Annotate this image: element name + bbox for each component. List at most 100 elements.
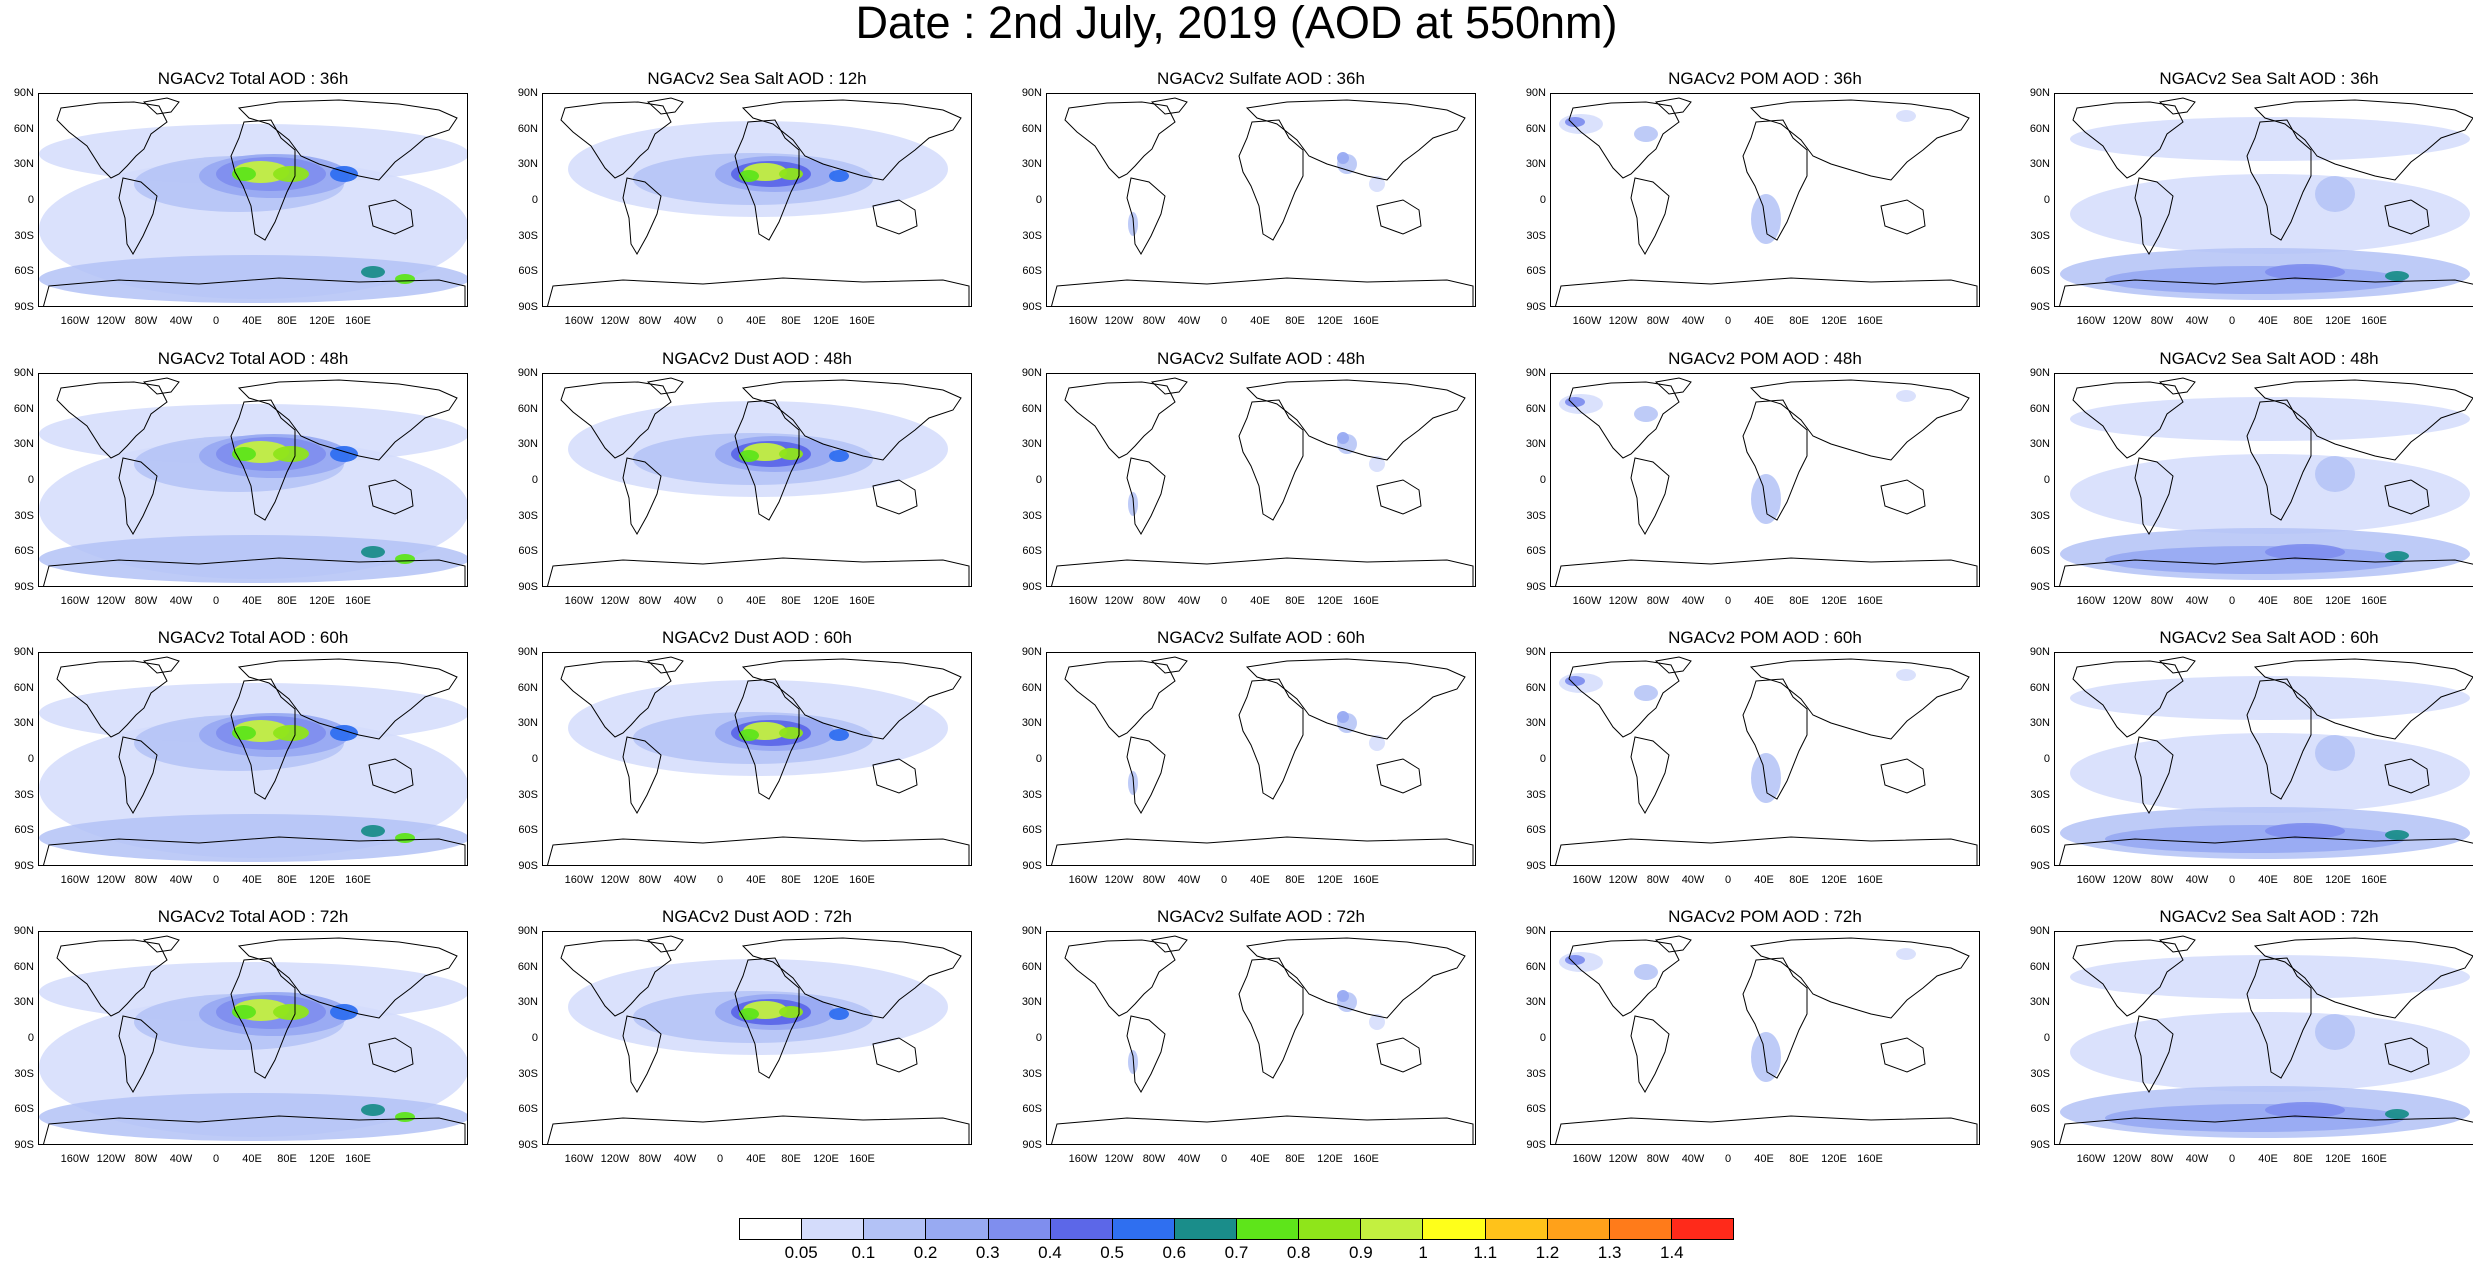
aod-field-patch [2315,176,2355,212]
colorbar-swatch [1547,1219,1610,1239]
coastline [1742,678,1808,800]
lon-tick-label: 0 [2228,874,2236,886]
lat-tick-label: 30N [2029,996,2050,1009]
coastline [230,678,296,800]
aod-field-patch [2385,1109,2409,1119]
aod-field-patch [779,727,803,739]
lat-tick-label: 60S [1526,824,1546,837]
coastline [142,97,180,115]
coastline [43,836,466,865]
lat-tick-label: 30S [518,509,538,522]
lon-tick-label: 40W [169,315,193,327]
aod-field-patch [1634,126,1658,142]
lat-tick-label: 0 [27,474,34,486]
coastline [2158,377,2196,395]
aod-map [38,93,468,307]
lat-tick-label: 60N [2029,960,2050,973]
colorbar-swatch [1050,1219,1113,1239]
aod-field-patch [2265,823,2345,839]
lat-tick-label: 0 [1035,194,1042,206]
lon-tick-label: 80W [638,874,662,886]
coastline [1654,656,1692,674]
lon-tick-label: 160E [1353,874,1379,886]
aod-field-patch [273,1004,309,1020]
coastline [872,758,918,794]
lat-tick-label: 60N [2029,681,2050,694]
coastline [368,1037,414,1073]
aod-field-patch [779,168,803,180]
lon-tick-label: 80E [277,595,297,607]
lon-tick-label: 0 [2228,315,2236,327]
lat-tick-label: 30N [1021,996,1042,1009]
lat-tick-label: 90N [2029,646,2050,658]
lon-tick-label: 160E [1857,874,1883,886]
lon-tick-label: 120E [2325,874,2351,886]
lon-tick-label: 0 [1220,315,1228,327]
colorbar-swatch [926,1219,989,1239]
coastline [1555,277,1978,306]
lon-tick-label: 40E [242,1153,262,1165]
coastline [1555,1115,1978,1144]
aod-field-patch [39,814,467,862]
panel-title: NGACv2 Sea Salt AOD : 36h [2159,69,2379,88]
lat-tick-label: 60N [13,960,34,973]
lat-tick-label: 60S [14,824,34,837]
coastline [237,99,458,181]
lon-tick-label: 160W [564,874,594,886]
coastline [1238,119,1304,241]
lon-tick-label: 120E [1821,595,1847,607]
lat-tick-label: 30N [1021,717,1042,730]
lon-tick-label: 40W [2185,315,2209,327]
coastline [1376,1037,1422,1073]
coastline [2059,1115,2473,1144]
coastline [741,658,962,740]
panel-title: NGACv2 Dust AOD : 72h [662,907,852,926]
lat-tick-label: 60S [1022,824,1042,837]
aod-field-patch [39,404,467,464]
lat-tick-label: 60N [1525,681,1546,694]
aod-field-patch [39,535,467,583]
aod-field-patch [739,170,759,182]
panel-title: NGACv2 POM AOD : 72h [1668,907,1862,926]
coastline [1245,658,1466,740]
coastline [118,177,158,255]
coastline [547,277,970,306]
coastline [368,479,414,515]
lat-tick-label: 30N [517,158,538,171]
map-panel-r1-c5: NGACv2 Sea Salt AOD : 36h 90N 60N 30N 0 30S 60… [2016,69,2473,339]
coastline [2059,277,2473,306]
lon-tick-label: 120W [96,1153,126,1165]
lon-tick-label: 80W [1142,315,1166,327]
lon-tick-label: 40E [746,1153,766,1165]
coastline [547,836,970,865]
lat-tick-label: 30S [518,788,538,801]
lon-tick-label: 40E [242,595,262,607]
aod-field-patch [829,170,849,182]
lon-tick-label: 160E [1857,315,1883,327]
lat-tick-label: 0 [2043,194,2050,206]
lon-tick-label: 160W [564,1153,594,1165]
coastline [1126,177,1166,255]
lon-tick-label: 80W [1646,595,1670,607]
lon-tick-label: 40E [1250,595,1270,607]
panel-title: NGACv2 POM AOD : 60h [1668,628,1862,647]
colorbar-label: 0.4 [1038,1243,1062,1262]
panel-title: NGACv2 Dust AOD : 60h [662,628,852,647]
aod-field-patch [2105,1104,2405,1132]
lon-tick-label: 40W [169,1153,193,1165]
lat-tick-label: 90N [1525,646,1546,658]
lat-tick-label: 90S [2030,581,2050,593]
aod-field-patch [1565,397,1585,407]
coastline [1654,377,1692,395]
coastline [622,736,662,814]
coastline [646,377,684,395]
coastline [230,957,296,1079]
map-canvas [2059,97,2473,306]
aod-field-patch [330,1004,358,1020]
lat-tick-label: 30S [2030,788,2050,801]
aod-map [38,373,468,587]
lon-tick-label: 80W [2150,595,2174,607]
panel-title: NGACv2 Sulfate AOD : 48h [1157,349,1365,368]
lat-tick-label: 90N [1525,87,1546,99]
lon-tick-label: 40E [2258,315,2278,327]
